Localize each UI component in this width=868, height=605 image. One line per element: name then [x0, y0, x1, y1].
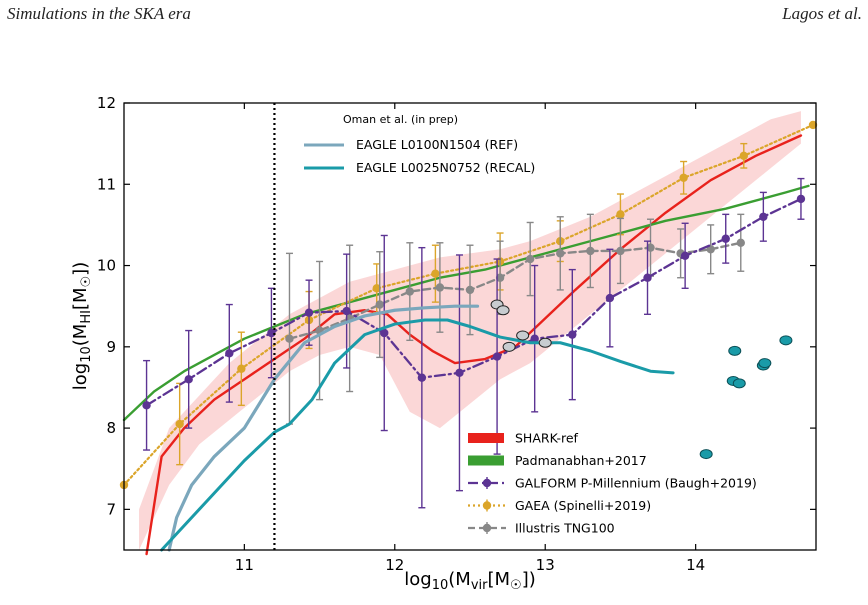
galform-p-millennium-baugh-2019-marker — [184, 375, 193, 384]
illustris-tng100-marker — [465, 285, 475, 295]
gaea-spinelli-2019-marker — [237, 364, 246, 373]
eagle-l0025n0752-recal-line — [160, 318, 675, 552]
y-axis-label: log10(MHI[M☉]) — [70, 262, 94, 390]
galform-p-millennium-baugh-2019-marker — [759, 212, 768, 221]
legend-models: SHARK-ref Padmanabhan+2017 GALFORM P-Mille… — [468, 431, 757, 536]
plot-frame — [123, 102, 817, 551]
illustris-tng100-marker — [556, 249, 565, 258]
illustris-tng100-marker — [616, 246, 625, 256]
gaea-spinelli-2019-marker — [372, 284, 381, 293]
eagle-ref-point — [516, 330, 530, 341]
legend-eagle-title: Oman et al. (in prep) — [343, 113, 458, 126]
illustris-tng100-marker — [736, 238, 745, 247]
illustris-tng100-marker — [495, 273, 505, 282]
galform-p-millennium-baugh-2019-marker — [142, 401, 151, 410]
galform-p-millennium-baugh-2019-line — [145, 197, 803, 407]
y-tick-label: 9 — [106, 338, 116, 356]
galform-p-millennium-baugh-2019-marker — [530, 334, 539, 343]
legend-label: Illustris TNG100 — [515, 521, 615, 536]
galform-p-millennium-baugh-2019-marker — [225, 349, 234, 358]
header-authors: Lagos et al. — [782, 4, 862, 23]
gaea-spinelli-2019-marker — [679, 173, 688, 182]
eagle-recal-point — [699, 449, 713, 460]
illustris-tng100-marker — [706, 245, 715, 254]
legend-eagle: Oman et al. (in prep) EAGLE L0100N1504 (R… — [304, 113, 535, 175]
legend-eagle-label: EAGLE L0100N1504 (REF) — [356, 137, 518, 152]
legend-label: GALFORM P-Millennium (Baugh+2019) — [515, 476, 757, 491]
eagle-recal-point — [779, 335, 793, 346]
chart-series-lines — [119, 120, 818, 556]
illustris-tng100-marker — [405, 287, 415, 296]
eagle-ref-point — [496, 305, 510, 316]
galform-p-millennium-baugh-2019-marker — [796, 194, 806, 204]
illustris-tng100-marker — [586, 246, 595, 256]
header-title: Simulations in the SKA era — [7, 4, 191, 23]
galform-p-millennium-baugh-2019-marker — [380, 328, 389, 338]
illustris-tng100-marker — [375, 300, 384, 309]
galform-p-millennium-baugh-2019-marker — [568, 330, 577, 339]
legend-marker — [482, 523, 492, 533]
illustris-tng100-marker — [435, 283, 445, 292]
axis-ticks: 11 12 13 14 7 8 9 10 11 12 — [97, 94, 816, 574]
galform-p-millennium-baugh-2019-marker — [304, 308, 314, 317]
legend-label: SHARK-ref — [515, 431, 579, 446]
galform-p-millennium-baugh-2019-marker — [643, 273, 652, 282]
x-tick-label: 11 — [235, 556, 254, 574]
legend-marker — [482, 501, 492, 510]
eagle-l0100n1504-ref-line — [167, 304, 480, 552]
x-tick-label: 13 — [536, 556, 555, 574]
gaea-spinelli-2019-marker — [616, 210, 625, 219]
eagle-recal-point — [758, 358, 772, 369]
illustris-tng100-line — [288, 241, 742, 340]
x-tick-label: 14 — [686, 556, 705, 574]
galform-p-millennium-baugh-2019-marker — [492, 352, 502, 361]
galform-p-millennium-baugh-2019-marker — [417, 373, 427, 382]
galform-p-millennium-baugh-2019-marker — [721, 234, 730, 243]
y-tick-label: 12 — [97, 94, 116, 112]
galform-p-millennium-baugh-2019-marker — [605, 293, 615, 303]
legend-label: Padmanabhan+2017 — [515, 453, 647, 468]
y-tick-label: 7 — [106, 500, 116, 518]
gaea-spinelli-2019-marker — [739, 151, 748, 161]
legend-swatch — [468, 433, 504, 443]
gaea-spinelli-2019-marker — [175, 419, 184, 429]
eagle-ref-point — [538, 337, 552, 348]
x-axis-label: log10(Mvir[M☉]) — [404, 569, 535, 593]
x-tick-label: 12 — [385, 556, 404, 574]
legend-swatch — [468, 455, 504, 466]
legend-marker — [482, 478, 492, 488]
legend-eagle-label: EAGLE L0025N0752 (RECAL) — [356, 160, 535, 175]
eagle-recal-point — [732, 378, 746, 389]
y-tick-label: 8 — [106, 419, 116, 437]
gaea-spinelli-2019-line — [122, 123, 815, 487]
gaea-spinelli-2019-marker — [431, 269, 440, 278]
eagle-ref-point — [502, 341, 516, 352]
eagle-recal-point — [728, 345, 742, 356]
y-tick-label: 11 — [97, 175, 116, 193]
galform-p-millennium-baugh-2019-marker — [680, 251, 690, 260]
galform-p-millennium-baugh-2019-marker — [342, 306, 351, 316]
y-tick-label: 10 — [97, 257, 116, 275]
gaea-spinelli-2019-marker — [808, 120, 818, 130]
chart-points — [490, 299, 793, 460]
legend-label: GAEA (Spinelli+2019) — [515, 498, 651, 513]
illustris-tng100-marker — [285, 334, 294, 343]
illustris-tng100-marker — [525, 254, 535, 264]
galform-p-millennium-baugh-2019-marker — [455, 368, 464, 378]
galform-p-millennium-baugh-2019-marker — [267, 328, 276, 338]
illustris-tng100-marker — [646, 243, 655, 252]
